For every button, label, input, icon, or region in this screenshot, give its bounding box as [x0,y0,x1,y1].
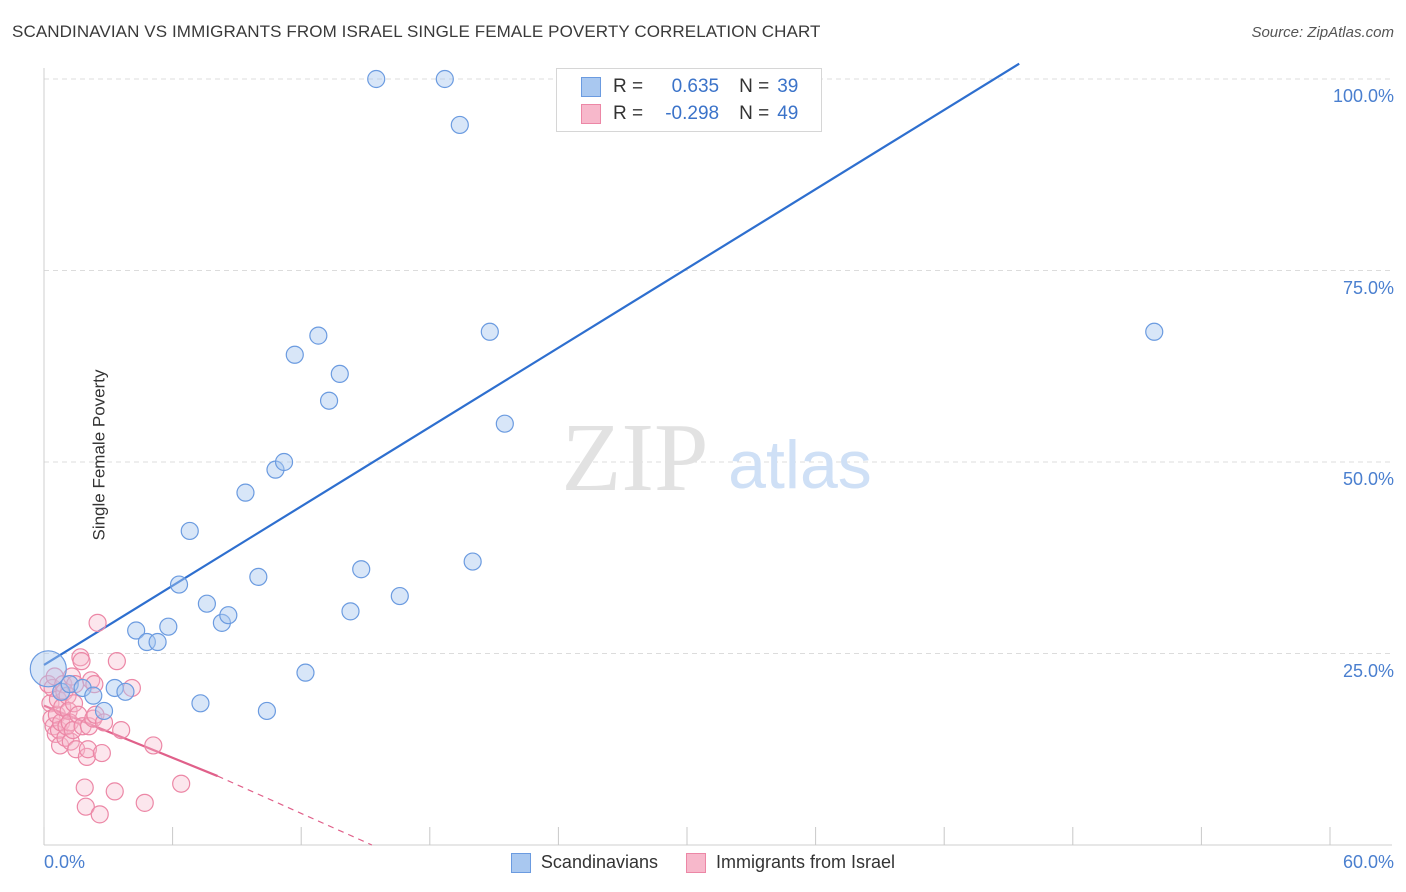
data-point-scandinavians [236,483,255,502]
y-tick-label: 25.0% [1342,660,1394,681]
legend-label-immigrants-israel: Immigrants from Israel [716,852,896,872]
legend-r-label: R = [613,76,644,97]
data-point-immigrants-israel [135,793,154,812]
data-point-immigrants-israel [75,778,94,797]
data-point-scandinavians [191,694,210,713]
legend-n-label: N = [739,103,770,124]
series-scandinavians-points [29,69,1164,721]
y-axis-label: Single Female Poverty [89,369,109,541]
data-point-scandinavians [330,364,349,384]
data-point-immigrants-israel [105,782,124,801]
y-tick-label: 100.0% [1332,86,1394,106]
series-legend: Scandinavians Immigrants from Israel [0,852,1406,873]
chart-title: SCANDINAVIAN VS IMMIGRANTS FROM ISRAEL S… [12,22,821,41]
legend-n-value-immigrants-israel: 49 [777,103,799,124]
data-point-scandinavians [495,414,514,433]
legend-swatch-immigrants-israel [686,852,707,873]
data-point-scandinavians [274,452,294,472]
legend-r-value-scandinavians: 0.635 [671,76,720,97]
data-point-scandinavians [219,606,238,625]
data-point-scandinavians [257,701,277,721]
axes [43,68,1392,846]
data-point-scandinavians [105,678,124,698]
data-point-scandinavians [137,632,156,652]
data-point-scandinavians [1145,322,1164,341]
data-point-immigrants-israel [77,747,96,767]
data-point-scandinavians [296,663,315,682]
data-point-scandinavians [180,521,199,541]
data-point-scandinavians [116,682,135,701]
series-immigrants-israel-points [39,613,191,824]
source-attribution: Source: ZipAtlas.com [1251,24,1394,41]
legend-label-scandinavians: Scandinavians [540,852,659,872]
watermark: ZIP atlas [562,404,872,512]
data-point-scandinavians [285,345,304,364]
legend-swatch-scandinavians [581,77,601,97]
data-point-immigrants-israel [90,805,109,824]
legend-n-value-scandinavians: 39 [777,76,799,97]
data-point-scandinavians [341,602,360,621]
legend-row-scandinavians: R = 0.635 N = 39 [581,75,798,99]
data-point-scandinavians [352,560,371,579]
watermark-zip: ZIP [562,404,709,512]
x-tick-label-max: 60.0% [1342,852,1394,872]
y-tick-label: 75.0% [1342,277,1394,298]
data-point-immigrants-israel [92,743,111,763]
trendline-immigrants-israel [43,704,219,778]
data-point-scandinavians [309,326,328,345]
trendline-immigrants-israel-extension [217,775,373,846]
data-point-scandinavians [390,586,409,606]
data-point-scandinavians [435,69,454,89]
data-point-scandinavians [249,567,268,587]
legend-n-label: N = [739,76,770,97]
data-point-immigrants-israel [72,652,91,671]
data-point-immigrants-israel [88,613,107,632]
stats-legend: R = 0.635 N = 39 R = -0.298 N = 49 [556,68,822,132]
data-point-immigrants-israel [172,774,191,793]
legend-row-immigrants-israel: R = -0.298 N = 49 [581,102,798,126]
data-point-scandinavians [159,617,178,636]
data-point-scandinavians [127,621,146,640]
data-point-scandinavians [450,115,469,135]
x-tick-label-min: 0.0% [44,852,86,872]
data-point-scandinavians [197,594,216,613]
legend-item-immigrants-israel[interactable]: Immigrants from Israel [686,852,895,873]
data-point-immigrants-israel [43,678,62,698]
data-point-scandinavians [94,701,114,721]
data-point-scandinavians [480,322,499,341]
trendlines [43,62,1020,846]
legend-item-scandinavians[interactable]: Scandinavians [510,852,659,873]
data-point-immigrants-israel [78,740,98,759]
watermark-atlas: atlas [728,427,872,503]
data-point-scandinavians [84,686,103,705]
data-point-immigrants-israel [64,694,84,713]
data-point-immigrants-israel [107,652,126,671]
data-point-scandinavians [29,650,67,688]
data-point-scandinavians [169,575,189,594]
data-point-scandinavians [319,391,339,410]
data-point-scandinavians [148,632,167,652]
data-point-scandinavians [463,552,482,571]
legend-swatch-immigrants-israel [581,104,601,124]
legend-r-value-immigrants-israel: -0.298 [665,103,720,124]
grid-lines [44,78,1392,654]
legend-r-label: R = [613,103,644,124]
y-tick-label: 50.0% [1342,469,1394,489]
data-point-immigrants-israel [144,736,163,755]
data-point-immigrants-israel [112,720,131,740]
data-point-scandinavians [367,69,386,89]
trendline-scandinavians [43,62,1020,666]
data-point-immigrants-israel [76,797,95,816]
legend-swatch-scandinavians [510,852,531,873]
